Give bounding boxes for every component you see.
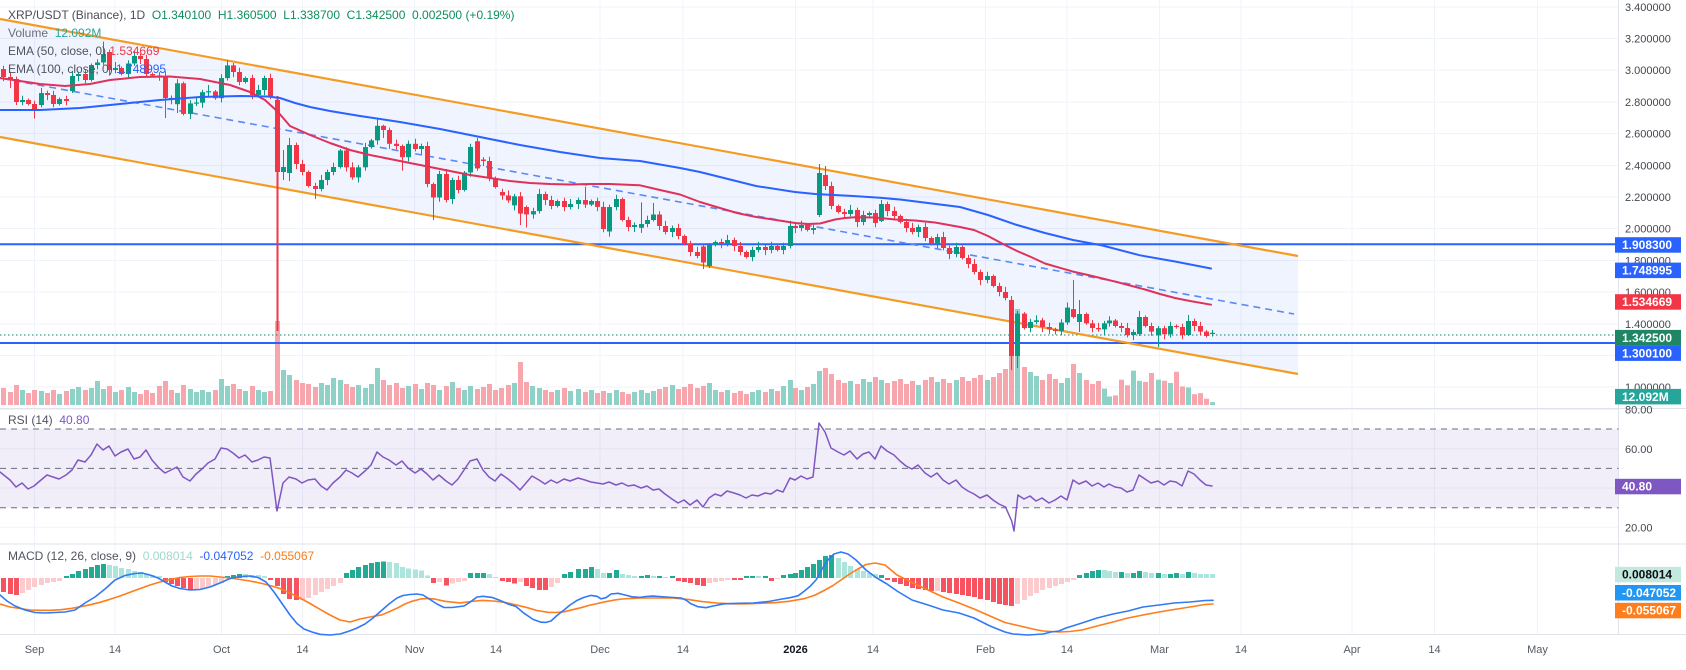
svg-text:EMA (100, close, 0) 1.748995: EMA (100, close, 0) 1.748995 xyxy=(8,62,166,76)
svg-text:2.600000: 2.600000 xyxy=(1625,129,1671,141)
svg-text:Volume 12.092M: Volume 12.092M xyxy=(8,26,101,40)
svg-text:2.800000: 2.800000 xyxy=(1625,97,1671,109)
svg-text:0.008014: 0.008014 xyxy=(1622,568,1672,582)
svg-text:-0.047052: -0.047052 xyxy=(1622,586,1676,600)
svg-text:20.00: 20.00 xyxy=(1625,522,1653,534)
svg-text:1.400000: 1.400000 xyxy=(1625,319,1671,331)
svg-text:XRP/USDT (Binance), 1D O1.340: XRP/USDT (Binance), 1D O1.340100 H1.3605… xyxy=(8,8,514,22)
svg-text:-0.055067: -0.055067 xyxy=(1622,604,1676,618)
svg-text:Nov: Nov xyxy=(405,644,425,656)
svg-text:14: 14 xyxy=(867,644,879,656)
svg-text:Oct: Oct xyxy=(213,644,230,656)
svg-text:2.000000: 2.000000 xyxy=(1625,224,1671,236)
svg-text:14: 14 xyxy=(109,644,121,656)
svg-text:3.200000: 3.200000 xyxy=(1625,34,1671,46)
svg-text:14: 14 xyxy=(677,644,689,656)
svg-text:14: 14 xyxy=(1428,644,1440,656)
svg-text:14: 14 xyxy=(1235,644,1247,656)
svg-text:EMA (50, close, 0) 1.534669: EMA (50, close, 0) 1.534669 xyxy=(8,44,160,58)
svg-text:14: 14 xyxy=(490,644,502,656)
svg-text:May: May xyxy=(1527,644,1548,656)
svg-text:2026: 2026 xyxy=(783,644,807,656)
svg-text:MACD (12, 26, close, 9) 0.008: MACD (12, 26, close, 9) 0.008014 -0.0470… xyxy=(8,549,315,563)
svg-text:Feb: Feb xyxy=(976,644,995,656)
svg-text:60.00: 60.00 xyxy=(1625,444,1653,456)
svg-text:RSI (14) 40.80: RSI (14) 40.80 xyxy=(8,413,90,427)
svg-text:1.908300: 1.908300 xyxy=(1622,238,1672,252)
svg-text:1.748995: 1.748995 xyxy=(1622,264,1672,278)
svg-text:Mar: Mar xyxy=(1150,644,1169,656)
svg-text:2.400000: 2.400000 xyxy=(1625,160,1671,172)
svg-text:Apr: Apr xyxy=(1343,644,1360,656)
svg-text:12.092M: 12.092M xyxy=(1622,390,1669,404)
svg-text:Sep: Sep xyxy=(25,644,45,656)
svg-text:80.00: 80.00 xyxy=(1625,405,1653,417)
svg-text:1.300100: 1.300100 xyxy=(1622,346,1672,360)
svg-text:1.342500: 1.342500 xyxy=(1622,331,1672,345)
svg-text:14: 14 xyxy=(1061,644,1073,656)
svg-text:Dec: Dec xyxy=(590,644,610,656)
svg-text:14: 14 xyxy=(296,644,308,656)
svg-text:3.400000: 3.400000 xyxy=(1625,2,1671,14)
svg-text:1.534669: 1.534669 xyxy=(1622,295,1672,309)
svg-text:40.80: 40.80 xyxy=(1622,480,1652,494)
svg-text:3.000000: 3.000000 xyxy=(1625,65,1671,77)
svg-text:2.200000: 2.200000 xyxy=(1625,192,1671,204)
